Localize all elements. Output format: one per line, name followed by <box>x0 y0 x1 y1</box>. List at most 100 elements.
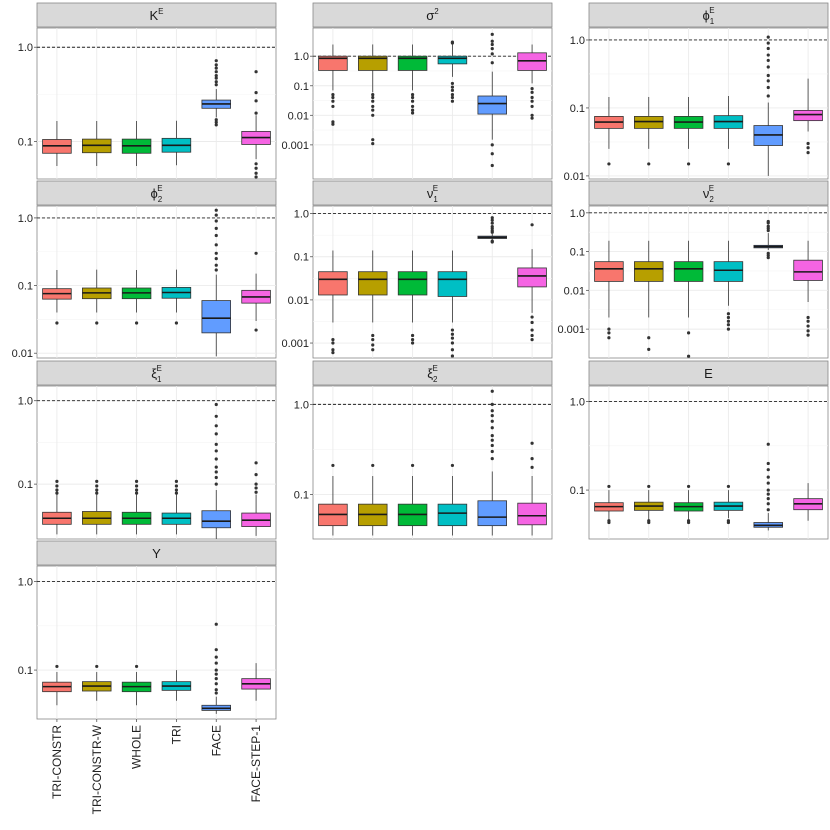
outlier-point <box>490 163 494 168</box>
box-iqr <box>594 261 624 282</box>
outlier-point <box>214 691 218 695</box>
y-tick-label: 0.1 <box>294 81 309 93</box>
outlier-point <box>331 104 335 109</box>
outlier-point <box>254 166 258 170</box>
outlier-point <box>410 104 415 109</box>
outlier-point <box>214 648 218 652</box>
box-iqr <box>477 95 507 115</box>
outlier-point <box>806 333 810 337</box>
box-face <box>477 389 507 536</box>
outlier-point <box>490 239 494 243</box>
outlier-point <box>490 414 494 418</box>
panel-2: σ2 0.001 0.01 0.1 1.0 <box>281 2 553 180</box>
panel-area <box>312 205 553 359</box>
outlier-point <box>490 419 494 423</box>
y-tick-label: 0.1 <box>294 489 309 501</box>
panel-7: ξ1E 0.1 1.0 <box>18 360 277 540</box>
outlier-point <box>254 171 258 175</box>
box-tri <box>437 463 468 536</box>
box-iqr <box>713 261 744 282</box>
y-tick-label: 1.0 <box>18 577 33 589</box>
outlier-point <box>214 213 218 217</box>
panel-area <box>36 205 277 359</box>
outlier-point <box>331 348 335 352</box>
y-tick-label: 0.001 <box>281 338 309 350</box>
outlier-point <box>766 502 770 506</box>
outlier-point <box>530 457 534 461</box>
outlier-point <box>214 622 218 626</box>
outlier-point <box>490 52 494 56</box>
outlier-point <box>95 321 99 325</box>
outlier-point <box>371 142 375 146</box>
outlier-point <box>410 93 415 97</box>
strip-background <box>312 2 553 28</box>
outlier-point <box>214 424 218 428</box>
outlier-point <box>134 488 139 492</box>
box-whole <box>673 240 704 358</box>
outlier-point <box>55 488 59 492</box>
outlier-point <box>410 341 415 345</box>
outlier-point <box>214 80 218 84</box>
outlier-point <box>766 468 770 472</box>
box-iqr <box>397 55 428 71</box>
outlier-point <box>766 255 770 260</box>
outlier-point <box>55 491 59 495</box>
box-tri-constr-w <box>634 484 664 525</box>
outlier-point <box>647 162 651 166</box>
box-tri-constr <box>318 250 348 355</box>
outlier-point <box>450 95 455 100</box>
y-tick-label: 0.01 <box>288 295 309 307</box>
box-iqr <box>793 259 823 281</box>
outlier-point <box>331 99 335 103</box>
outlier-point <box>766 488 770 492</box>
outlier-point <box>214 120 218 124</box>
box-tri <box>713 95 744 166</box>
outlier-point <box>254 70 258 74</box>
outlier-point <box>530 223 534 227</box>
outlier-point <box>490 457 494 461</box>
outlier-point <box>95 491 99 495</box>
outlier-point <box>254 91 258 95</box>
outlier-point <box>174 491 179 495</box>
box-iqr <box>318 55 348 71</box>
outlier-point <box>490 438 494 442</box>
outlier-point <box>766 35 770 39</box>
panel-area <box>312 27 553 180</box>
outlier-point <box>766 219 770 224</box>
outlier-point <box>174 488 179 492</box>
panel-9: E 0.1 1.0 <box>570 360 829 540</box>
box-iqr <box>437 503 468 527</box>
x-tick-label: FACE <box>209 725 223 756</box>
outlier-point <box>371 343 375 347</box>
box-face-step-1 <box>517 44 547 120</box>
outlier-point <box>174 484 179 488</box>
box-tri <box>437 40 468 103</box>
outlier-point <box>647 347 651 351</box>
y-tick-label: 1.0 <box>294 51 309 63</box>
panel-title: ν1E <box>427 184 439 204</box>
outlier-point <box>607 336 611 340</box>
outlier-point <box>686 354 691 358</box>
strip-background <box>588 2 829 28</box>
box-tri-constr-w <box>358 463 388 536</box>
y-tick-label: 1.0 <box>570 397 585 409</box>
outlier-point <box>490 224 494 229</box>
y-tick-label: 1.0 <box>570 208 585 220</box>
outlier-point <box>530 320 534 325</box>
strip-background <box>588 360 829 386</box>
box-face <box>753 219 783 260</box>
outlier-point <box>530 113 534 117</box>
outlier-point <box>450 332 455 336</box>
outlier-point <box>490 39 494 43</box>
box-face <box>477 32 507 168</box>
outlier-point <box>766 481 770 485</box>
strip-background <box>36 180 277 206</box>
outlier-point <box>490 443 494 448</box>
outlier-point <box>134 479 139 483</box>
y-tick-label: 0.1 <box>18 479 33 491</box>
outlier-point <box>766 251 770 255</box>
box-iqr <box>201 510 231 529</box>
outlier-point <box>686 484 691 489</box>
outlier-point <box>214 263 218 267</box>
outlier-point <box>410 108 415 112</box>
